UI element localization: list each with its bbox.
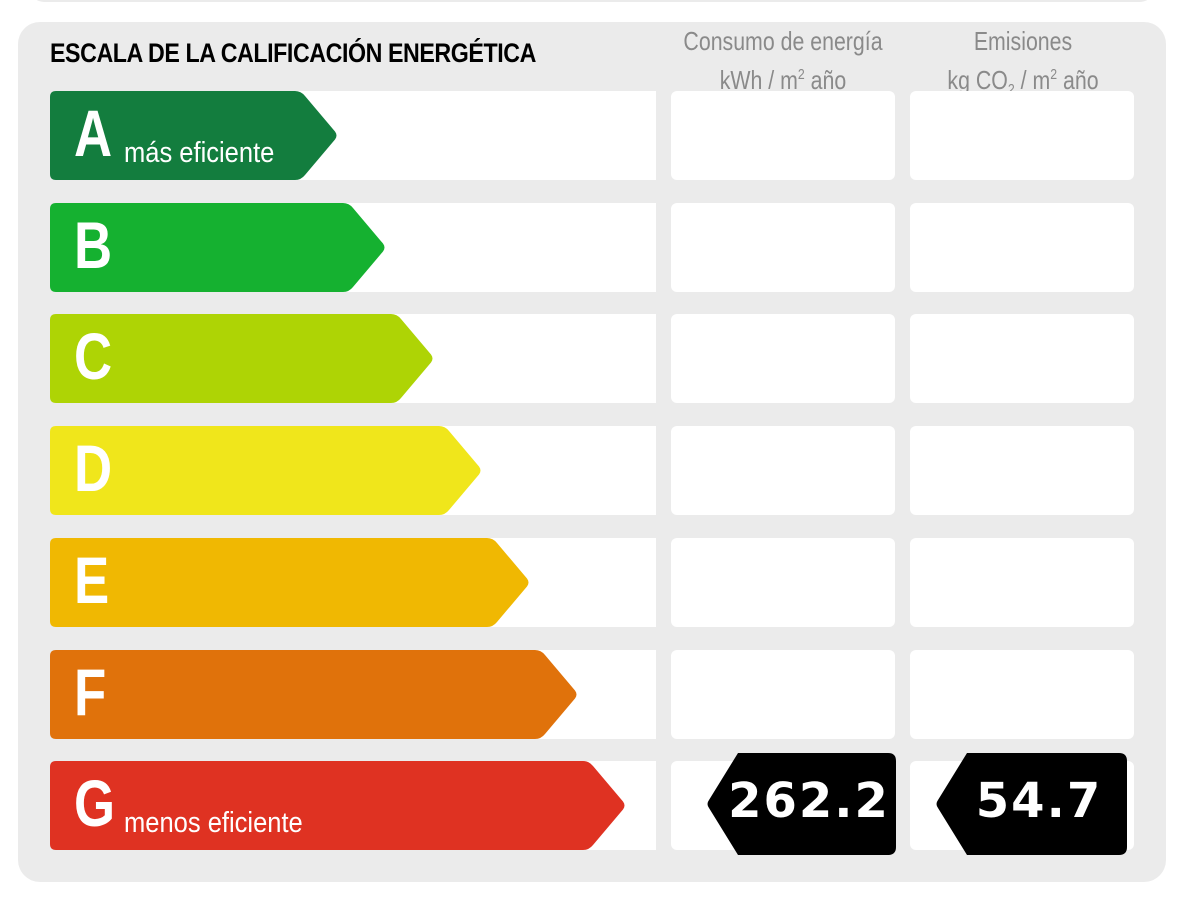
rating-arrow-b: [50, 203, 385, 292]
rating-arrow-shape-e: [50, 538, 529, 627]
emissions-header-unit: kg CO2 / m2 año: [947, 65, 1099, 98]
rating-arrow-a: [50, 91, 337, 180]
rating-arrow-shape-a: [50, 91, 337, 180]
emissions-cell-f: [910, 650, 1134, 739]
rating-sublabel-a: más eficiente: [124, 137, 275, 169]
energy-cell-a: [671, 91, 895, 180]
top-strip: [30, 0, 1154, 2]
energy-value-badge-shape: [707, 753, 896, 855]
rating-arrow-shape-d: [50, 426, 481, 515]
emissions-value: 54.7: [975, 773, 1103, 829]
rating-letter-f: F: [74, 655, 107, 729]
rating-arrow-shape-b: [50, 203, 385, 292]
emissions-cell-e: [910, 538, 1134, 627]
rating-arrow-shape-f: [50, 650, 577, 739]
emissions-column-header: Emisiones kg CO2 / m2 año: [898, 24, 1149, 107]
emissions-value-badge-shape: [936, 753, 1127, 855]
rating-arrow-e: [50, 538, 529, 627]
energy-header-unit: kWh / m2 año: [719, 65, 847, 95]
rating-arrow-c: [50, 314, 433, 403]
energy-cell-f: [671, 650, 895, 739]
rating-letter-e: E: [74, 543, 110, 617]
energy-value: 262.2: [728, 773, 890, 829]
energy-cell-c: [671, 314, 895, 403]
emissions-cell-c: [910, 314, 1134, 403]
rating-arrow-f: [50, 650, 577, 739]
rating-arrow-shape-g: [50, 761, 625, 850]
page-title: ESCALA DE LA CALIFICACIÓN ENERGÉTICA: [50, 38, 536, 68]
rating-arrow-shape-c: [50, 314, 433, 403]
emissions-cell-b: [910, 203, 1134, 292]
emissions-cell-d: [910, 426, 1134, 515]
rating-sublabel-g: menos eficiente: [124, 807, 303, 839]
emissions-value-badge: [936, 753, 1127, 855]
rating-arrow-d: [50, 426, 481, 515]
energy-cell-b: [671, 203, 895, 292]
rating-arrow-g: [50, 761, 625, 850]
rating-letter-d: D: [74, 431, 113, 505]
energy-cell-d: [671, 426, 895, 515]
rating-letter-g: G: [74, 766, 116, 840]
emissions-cell-a: [910, 91, 1134, 180]
rating-letter-a: A: [74, 96, 113, 170]
energy-header-line1: Consumo de energía: [683, 26, 883, 56]
rating-letter-c: C: [74, 319, 113, 393]
energy-column-header: Consumo de energía kWh / m2 año: [658, 24, 909, 97]
emissions-header-line1: Emisiones: [973, 26, 1073, 56]
energy-value-badge: [707, 753, 896, 855]
rating-letter-b: B: [74, 208, 113, 282]
energy-cell-e: [671, 538, 895, 627]
